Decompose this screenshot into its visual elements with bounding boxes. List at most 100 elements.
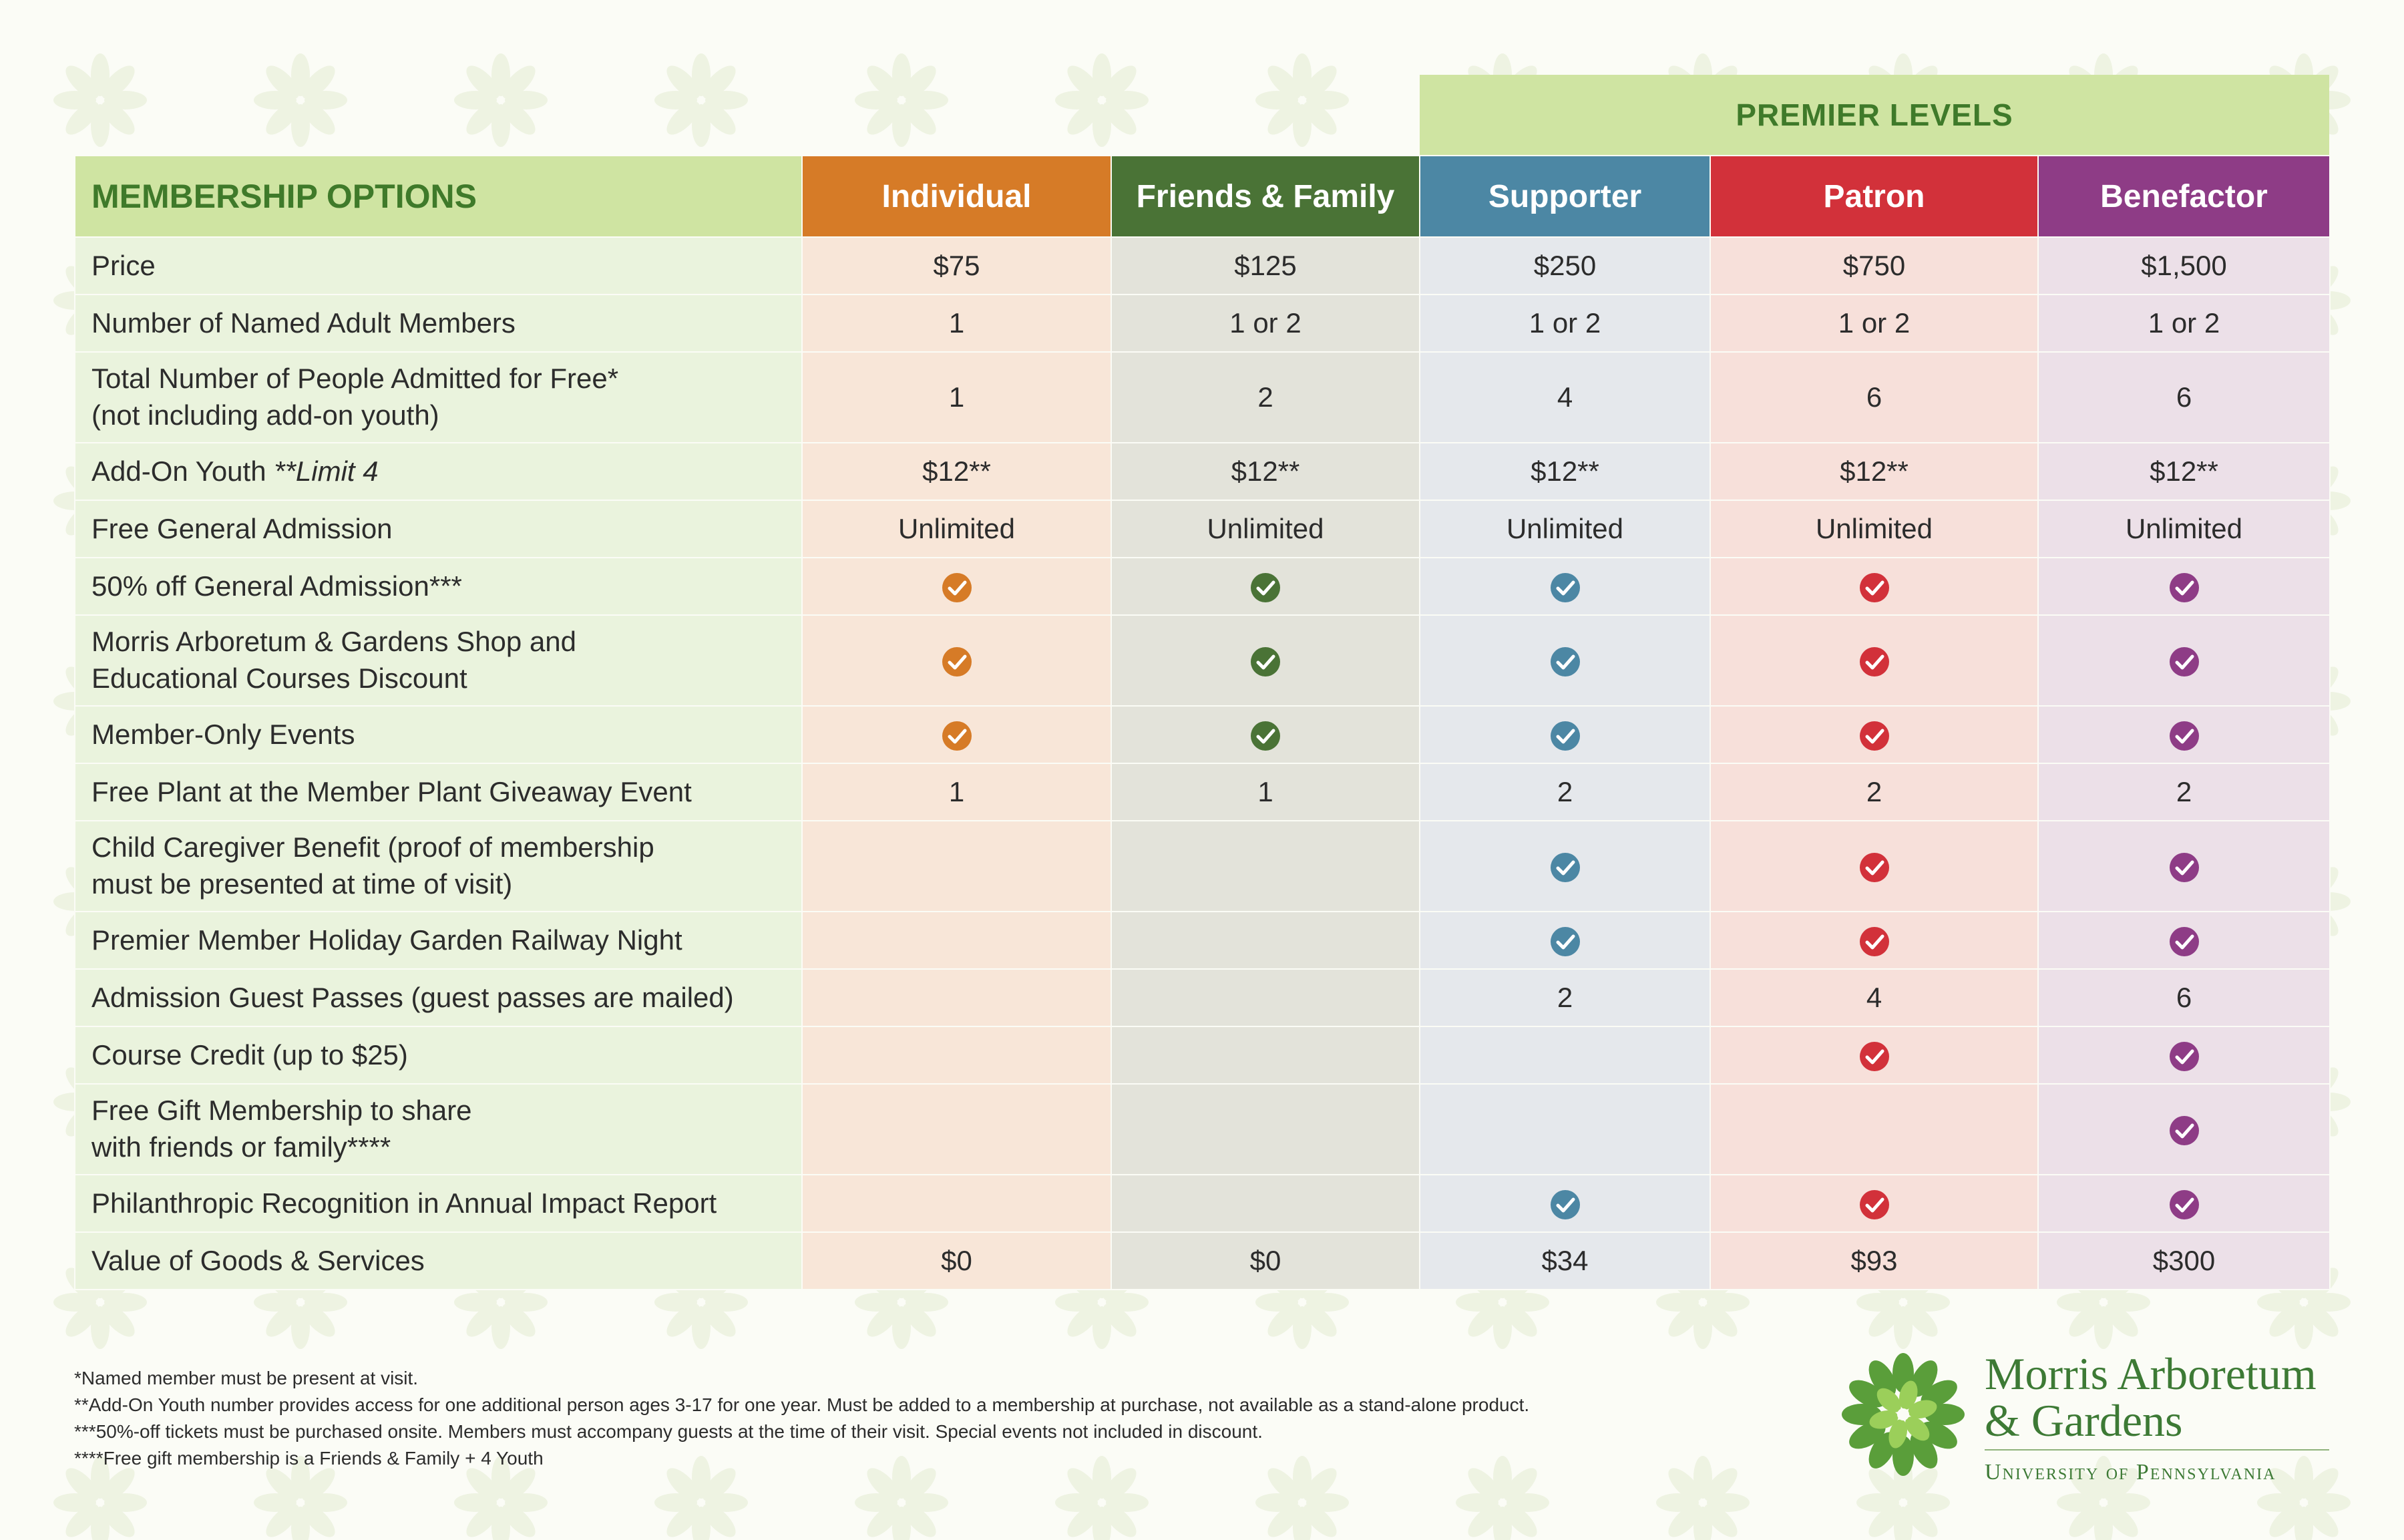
table-cell xyxy=(1111,614,1420,707)
cell-value: $12** xyxy=(1231,455,1300,487)
level-header-friends-family: Friends & Family xyxy=(1111,155,1420,238)
row-label-text: Total Number of People Admitted for Free… xyxy=(91,363,619,395)
table-cell: $12** xyxy=(801,442,1112,501)
row-label-line: Premier Member Holiday Garden Railway Ni… xyxy=(91,922,801,959)
table-cell: $12** xyxy=(1419,442,1711,501)
row-label-text: Value of Goods & Services xyxy=(91,1244,425,1276)
row-label: Free Gift Membership to share with friend… xyxy=(74,1083,803,1175)
table-cell xyxy=(1419,1026,1711,1085)
table-cell xyxy=(1710,614,2039,707)
table-row: Free Plant at the Member Plant Giveaway … xyxy=(74,763,2331,821)
row-label-text: Add-On Youth xyxy=(91,455,274,487)
row-label-note: **Limit 4 xyxy=(274,455,379,487)
cell-value: 1 or 2 xyxy=(1529,307,1601,339)
check-circle-icon xyxy=(1550,572,1580,602)
check-circle-icon xyxy=(1859,646,1889,677)
table-row: Total Number of People Admitted for Free… xyxy=(74,351,2331,443)
cell-value: Unlimited xyxy=(2125,513,2243,544)
check-circle-icon xyxy=(2169,1041,2199,1071)
logo-wordmark: Morris Arboretum & Gardens xyxy=(1985,1350,2317,1444)
table-cell xyxy=(1710,705,2039,764)
row-label: Morris Arboretum & Gardens Shop and Educa… xyxy=(74,614,803,707)
cell-value: 1 or 2 xyxy=(1229,307,1301,339)
table-cell: 2 xyxy=(1710,763,2039,821)
row-label-text: Free General Admission xyxy=(91,512,393,544)
flower-logo-icon xyxy=(1842,1353,1965,1476)
check-circle-icon xyxy=(2169,1189,2199,1219)
row-label-line: must be presented at time of visit) xyxy=(91,868,513,900)
table-cell: 2 xyxy=(2037,763,2331,821)
table-cell xyxy=(1111,1026,1420,1085)
table-cell: 1 or 2 xyxy=(1419,294,1711,353)
cell-value: Unlimited xyxy=(897,513,1016,544)
table-cell xyxy=(2037,1174,2331,1233)
row-label-line: Philanthropic Recognition in Annual Impa… xyxy=(91,1185,801,1222)
check-circle-icon xyxy=(942,572,972,602)
table-cell: 4 xyxy=(1710,968,2039,1027)
level-header-benefactor: Benefactor xyxy=(2037,155,2331,238)
footnote: *Named member must be present at visit. xyxy=(74,1368,419,1388)
table-cell xyxy=(801,1026,1112,1085)
table-row: Member-Only Events xyxy=(74,705,2331,764)
row-label: Philanthropic Recognition in Annual Impa… xyxy=(74,1174,803,1233)
table-cell: 2 xyxy=(1111,351,1420,443)
row-label-line: Total Number of People Admitted for Free… xyxy=(91,361,801,397)
check-circle-icon xyxy=(1251,721,1280,751)
row-label-line: with friends or family**** xyxy=(91,1131,391,1163)
cell-value: 6 xyxy=(2176,381,2192,413)
footnote: ***50%-off tickets must be purchased ons… xyxy=(74,1421,1263,1442)
cell-value: 4 xyxy=(1557,381,1573,413)
table-row: Admission Guest Passes (guest passes are… xyxy=(74,968,2331,1027)
cell-value: $0 xyxy=(1249,1245,1281,1276)
row-label: Free Plant at the Member Plant Giveaway … xyxy=(74,763,803,821)
table-cell: 1 or 2 xyxy=(1710,294,2039,353)
check-circle-icon xyxy=(2169,852,2199,882)
table-cell: 2 xyxy=(1419,968,1711,1027)
check-circle-icon xyxy=(1859,852,1889,882)
table-cell xyxy=(801,1174,1112,1233)
table-cell xyxy=(1111,968,1420,1027)
table-cell: Unlimited xyxy=(2037,500,2331,558)
footnotes: *Named member must be present at visit. … xyxy=(74,1365,1529,1472)
table-cell xyxy=(1111,820,1420,912)
table-cell xyxy=(2037,1083,2331,1175)
row-label-line: Value of Goods & Services xyxy=(91,1243,801,1280)
cell-value: $93 xyxy=(1850,1245,1898,1276)
row-label-text: Free Gift Membership to share xyxy=(91,1095,472,1127)
cell-value: 4 xyxy=(1866,982,1882,1013)
check-circle-icon xyxy=(942,721,972,751)
check-circle-icon xyxy=(1550,1189,1580,1219)
table-cell xyxy=(1710,1026,2039,1085)
row-label: 50% off General Admission*** xyxy=(74,557,803,616)
table-cell: $300 xyxy=(2037,1231,2331,1290)
table-cell: $0 xyxy=(1111,1231,1420,1290)
table-row: Philanthropic Recognition in Annual Impa… xyxy=(74,1174,2331,1233)
table-cell xyxy=(1710,911,2039,970)
cell-value: $12** xyxy=(1840,455,1909,487)
row-label-line: (not including add-on youth) xyxy=(91,399,439,431)
cell-value: 1 or 2 xyxy=(1838,307,1911,339)
table-cell xyxy=(1419,705,1711,764)
morris-arboretum-logo: Morris Arboretum & Gardens University of… xyxy=(1836,1348,2331,1495)
table-row: Course Credit (up to $25) xyxy=(74,1026,2331,1085)
logo-line-1: Morris Arboretum xyxy=(1985,1348,2317,1399)
check-circle-icon xyxy=(1550,721,1580,751)
cell-value: $1,500 xyxy=(2141,250,2227,281)
cell-value: $750 xyxy=(1842,250,1906,281)
table-cell xyxy=(1419,1174,1711,1233)
logo-university: University of Pennsylvania xyxy=(1985,1460,2276,1485)
row-label-line: Price xyxy=(91,248,801,284)
cell-value: 2 xyxy=(1866,776,1882,807)
row-label-text: Philanthropic Recognition in Annual Impa… xyxy=(91,1187,717,1219)
cell-value: $250 xyxy=(1533,250,1597,281)
row-label-text: Child Caregiver Benefit (proof of member… xyxy=(91,831,654,863)
row-label-text: Price xyxy=(91,249,156,281)
cell-value: 2 xyxy=(1557,982,1573,1013)
table-cell: 4 xyxy=(1419,351,1711,443)
cell-value: 2 xyxy=(1257,381,1273,413)
table-cell xyxy=(801,705,1112,764)
cell-value: 6 xyxy=(2176,982,2192,1013)
table-cell: 1 xyxy=(801,763,1112,821)
check-circle-icon xyxy=(1550,926,1580,956)
row-label-text: Free Plant at the Member Plant Giveaway … xyxy=(91,775,692,807)
